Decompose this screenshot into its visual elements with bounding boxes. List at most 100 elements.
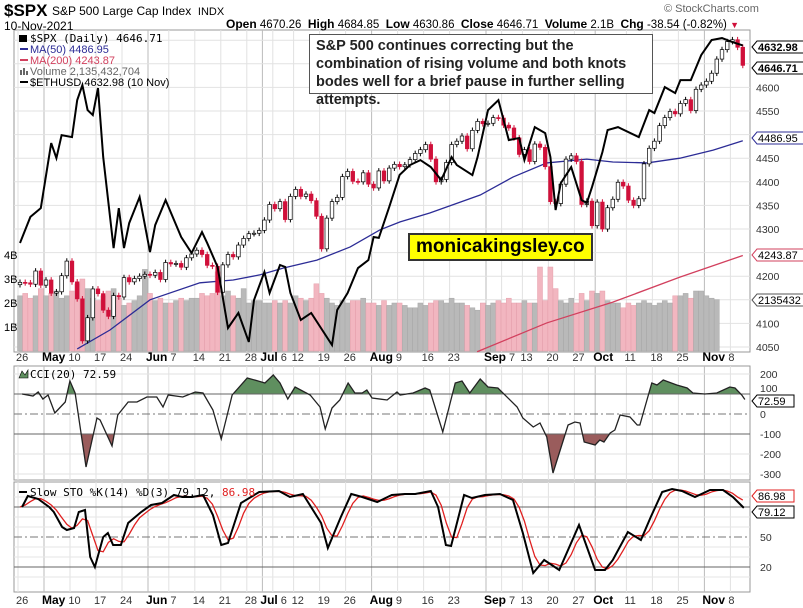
down-arrow-icon: ▼ — [730, 20, 739, 30]
cci-tick-label: 200 — [760, 369, 778, 381]
volume-bar — [324, 297, 330, 352]
volume-bar — [178, 297, 184, 352]
x-axis-label: 26 — [344, 352, 356, 364]
volume-bar — [142, 269, 148, 352]
volume-legend: Volume 2,135,432,704 — [30, 66, 140, 78]
volume-bar — [407, 307, 413, 352]
volume-bar — [204, 295, 210, 352]
x-axis-label: Jul — [260, 593, 277, 607]
sto-k-tag-box — [751, 505, 795, 519]
candlestick — [506, 122, 511, 131]
candlestick — [465, 133, 470, 152]
volume-bar — [95, 300, 101, 352]
volume-bar — [209, 293, 216, 352]
candle-body — [615, 181, 621, 200]
volume-bar — [422, 305, 429, 352]
x-axis-label: Oct — [593, 350, 613, 364]
candlestick — [225, 251, 231, 268]
candlestick — [121, 274, 127, 300]
volume-bar — [183, 300, 190, 352]
cci-tick-label: -100 — [760, 429, 781, 441]
volume-bar — [105, 290, 112, 352]
x-axis-label: 24 — [120, 352, 132, 364]
candlestick — [376, 168, 381, 191]
candle-body — [647, 147, 652, 165]
candle-body — [657, 125, 662, 142]
volume-bar — [303, 300, 309, 352]
open-label: Open — [226, 17, 257, 31]
candle-body — [329, 201, 335, 219]
candlestick — [491, 114, 496, 127]
eth-price-tag-box — [751, 40, 803, 54]
candle-body — [111, 295, 116, 317]
x-axis-label: May — [42, 350, 66, 364]
candlestick — [647, 145, 652, 167]
candlestick — [205, 251, 210, 269]
candle-body — [288, 196, 293, 220]
candlestick — [54, 288, 59, 297]
change-value: -38.54 (-0.82%) — [646, 19, 727, 31]
ohlc-summary: Open 4670.26 High 4684.85 Low 4630.86 Cl… — [226, 17, 739, 31]
candlestick — [657, 122, 662, 145]
x-axis-label: Jun — [146, 593, 167, 607]
volume-bar — [381, 300, 387, 352]
candle-body — [158, 272, 163, 280]
volume-bar — [563, 302, 569, 352]
candlestick — [43, 277, 49, 288]
x-axis-label: 16 — [422, 595, 434, 607]
x-axis-label: Jul — [260, 350, 277, 364]
candlestick — [688, 96, 693, 114]
volume-bar — [506, 297, 512, 352]
candlestick — [85, 314, 90, 344]
x-axis-label: Jun — [146, 350, 167, 364]
candle-body — [132, 278, 137, 283]
candlestick — [423, 141, 428, 153]
volume-bar — [131, 300, 138, 352]
candle-body — [168, 262, 173, 265]
price-tick-label: 4550 — [756, 106, 780, 118]
volume-bar — [69, 290, 75, 352]
volume-bar — [287, 302, 294, 352]
candle-body — [33, 270, 38, 285]
candle-body — [418, 149, 423, 154]
candlestick — [704, 78, 709, 88]
candle-body — [740, 46, 745, 66]
candlestick — [574, 153, 579, 165]
candlestick — [605, 204, 610, 232]
low-value: 4630.86 — [412, 19, 455, 31]
volume-bar — [672, 295, 678, 352]
x-axis-label: 19 — [318, 595, 330, 607]
volume-bar — [500, 302, 507, 352]
price-tick-label: 4300 — [756, 224, 780, 236]
candlestick — [387, 165, 392, 184]
candlestick — [194, 247, 199, 257]
x-axis-label: 7 — [509, 595, 515, 607]
candle-body — [17, 281, 23, 286]
volume-bar — [370, 302, 377, 352]
ma50-line — [76, 140, 743, 350]
x-axis-label: 21 — [219, 595, 231, 607]
volume-bar — [256, 300, 262, 352]
candlestick — [116, 292, 121, 300]
candlestick — [496, 114, 501, 121]
ma200-tag-box — [751, 248, 803, 262]
x-axis-label: 10 — [68, 352, 80, 364]
candle-body — [163, 262, 168, 280]
candle-body — [303, 193, 309, 197]
candle-body — [595, 201, 600, 227]
candlestick — [251, 230, 257, 237]
candlestick — [95, 286, 101, 297]
candlestick — [127, 274, 132, 285]
candle-body — [314, 200, 319, 217]
candle-body — [345, 171, 350, 177]
candle-body — [236, 244, 241, 258]
candle-body — [64, 260, 69, 277]
x-axis-label: 20 — [546, 352, 558, 364]
volume-bar — [625, 302, 632, 352]
x-axis-label: 27 — [572, 352, 584, 364]
candle-body — [496, 117, 501, 119]
volume-bar — [53, 290, 60, 352]
volume-bar — [360, 297, 366, 352]
candlestick — [59, 272, 64, 295]
candle-body — [366, 172, 371, 185]
